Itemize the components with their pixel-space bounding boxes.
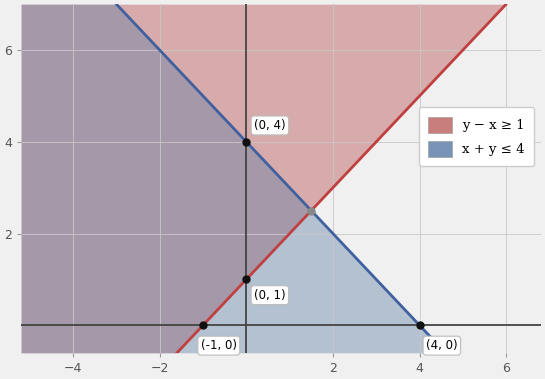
Text: (-1, 0): (-1, 0) [201, 339, 237, 352]
Text: (0, 1): (0, 1) [254, 289, 286, 302]
Legend: y − x ≥ 1, x + y ≤ 4: y − x ≥ 1, x + y ≤ 4 [419, 107, 534, 166]
Text: (0, 4): (0, 4) [254, 119, 286, 132]
Text: (4, 0): (4, 0) [426, 339, 458, 352]
